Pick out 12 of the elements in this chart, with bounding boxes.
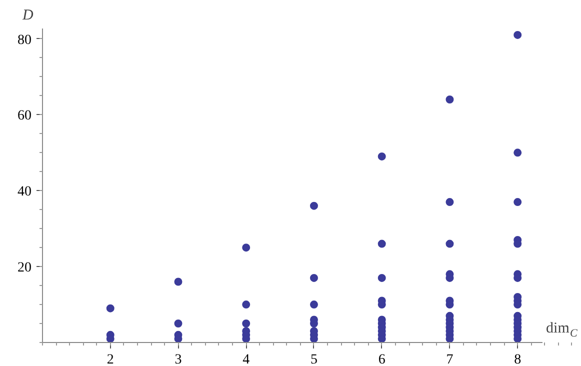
x-tick-label: 7	[446, 352, 454, 366]
y-tick-label: 80	[18, 32, 32, 48]
x-tick-label: 8	[514, 352, 522, 366]
x-tick-label: 3	[174, 352, 182, 366]
x-tick-label: 5	[310, 352, 318, 366]
x-tick-label: 4	[242, 352, 250, 366]
y-tick-label: 20	[18, 260, 32, 276]
y-tick-label: 40	[18, 184, 32, 200]
x-tick-label: 6	[378, 352, 386, 366]
y-tick-label: 60	[18, 108, 32, 124]
x-tick-label: 2	[106, 352, 114, 366]
y-axis-title: D	[22, 8, 34, 24]
